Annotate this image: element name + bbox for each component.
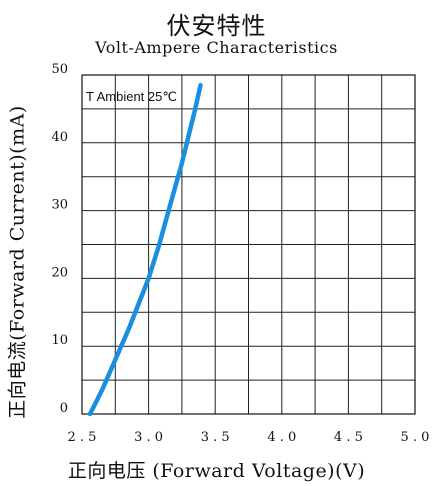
y-tick-label: 0: [60, 401, 68, 416]
x-tick-label: 2 . 5: [68, 430, 97, 445]
plot-frame: [81, 74, 416, 415]
y-tick-label: 50: [51, 62, 68, 77]
series-line: [87, 82, 203, 417]
ambient-annotation: T Ambient 25℃: [86, 89, 177, 104]
y-tick-labels: 0 10 20 30 40 50: [51, 62, 68, 416]
y-tick-label: 40: [51, 130, 68, 145]
x-tick-label: 5 . 0: [401, 430, 430, 445]
grid: [82, 75, 415, 414]
chart-subtitle: Volt-Ampere Characteristics: [95, 38, 338, 57]
x-tick-label: 4 . 0: [267, 430, 296, 445]
y-tick-label: 20: [51, 265, 68, 280]
x-tick-label: 4 . 5: [334, 430, 363, 445]
x-tick-labels: 2 . 5 3 . 0 3 . 5 4 . 0 4 . 5 5 . 0: [68, 430, 430, 445]
y-tick-label: 10: [51, 333, 68, 348]
x-tick-label: 3 . 0: [134, 430, 163, 445]
series-group: [87, 82, 203, 417]
y-tick-label: 30: [51, 198, 68, 213]
x-tick-label: 3 . 5: [201, 430, 230, 445]
chart-title: 伏安特性: [166, 12, 267, 40]
x-axis-label: 正向电压 (Forward Voltage)(V): [67, 460, 366, 482]
